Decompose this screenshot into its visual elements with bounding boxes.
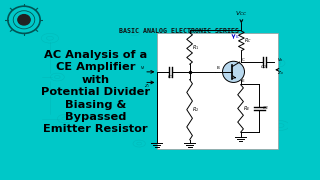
FancyBboxPatch shape <box>156 33 278 149</box>
Text: $R_1$: $R_1$ <box>192 43 199 52</box>
Text: $C_2$: $C_2$ <box>260 63 267 71</box>
Text: $V_{CC}$: $V_{CC}$ <box>235 9 248 18</box>
Text: $C_E$: $C_E$ <box>262 105 269 112</box>
Text: $Z_i$: $Z_i$ <box>144 82 150 90</box>
Text: C: C <box>241 58 244 62</box>
Text: E: E <box>241 79 244 83</box>
Text: $R_C$: $R_C$ <box>244 36 252 45</box>
Text: $R_2$: $R_2$ <box>192 105 199 114</box>
Text: BASIC ANALOG ELECTRONIC SERIES: BASIC ANALOG ELECTRONIC SERIES <box>119 28 239 34</box>
Text: $C_1$: $C_1$ <box>167 74 173 81</box>
Circle shape <box>222 61 244 82</box>
Text: $v_o$: $v_o$ <box>276 56 284 64</box>
Text: B: B <box>216 66 219 70</box>
Circle shape <box>18 15 30 25</box>
Text: $v_i$: $v_i$ <box>140 64 146 72</box>
Text: AC Analysis of a
CE Amplifier
with
Potential Divider
Biasing &
Bypassed
Emitter : AC Analysis of a CE Amplifier with Poten… <box>41 50 150 134</box>
Text: $R_E$: $R_E$ <box>243 104 251 113</box>
Text: $I_C$: $I_C$ <box>235 33 240 40</box>
Text: $Z_o$: $Z_o$ <box>276 69 284 77</box>
FancyArrowPatch shape <box>232 76 236 78</box>
